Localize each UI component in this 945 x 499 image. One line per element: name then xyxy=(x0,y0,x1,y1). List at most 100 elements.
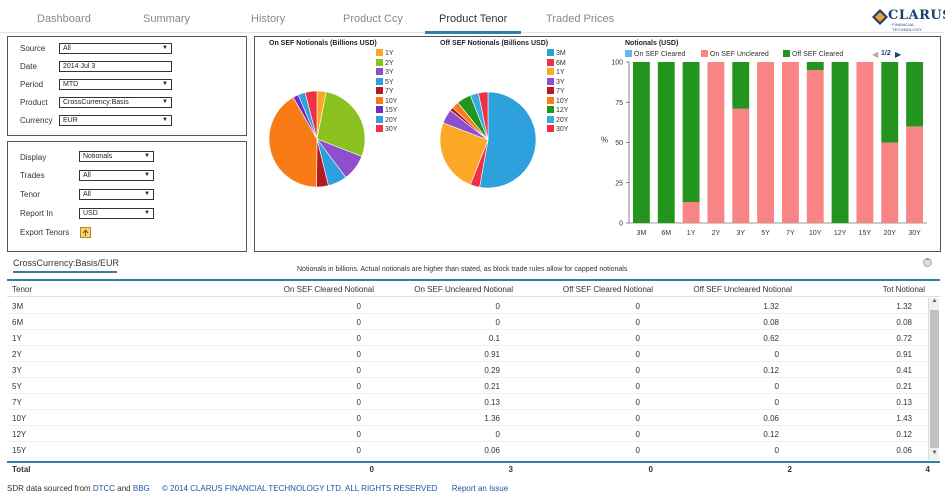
bar-1y-off-sef-cleared[interactable] xyxy=(682,62,700,203)
header-off-sef-cleared[interactable]: Off SEF Cleared Notional xyxy=(562,285,653,294)
pager-next-icon[interactable]: ▶ xyxy=(895,50,902,59)
legend-item-7y[interactable]: 7Y xyxy=(547,87,565,95)
table-scrollbar[interactable]: ▲ ▼ xyxy=(928,298,939,460)
off-sef-pie-chart xyxy=(439,91,537,189)
pie-slice-3m[interactable] xyxy=(479,91,537,189)
bar-20y-off-sef-cleared[interactable] xyxy=(881,62,899,143)
table-cell: 1.43 xyxy=(896,414,912,423)
bbg-link[interactable]: BBG xyxy=(132,484,150,493)
legend-item-1y[interactable]: 1Y xyxy=(547,68,565,76)
legend-item-5y[interactable]: 5Y xyxy=(376,77,394,86)
legend-item-7y[interactable]: 7Y xyxy=(376,87,394,95)
table-row[interactable]: 15Y 0 0.06 0 0 0.06 xyxy=(7,442,927,458)
legend-label: Off SEF Cleared xyxy=(792,51,844,58)
product-select[interactable]: CrossCurrency:Basis ▼ xyxy=(59,97,172,108)
bar-20y-on-sef-uncleared[interactable] xyxy=(881,142,899,224)
legend-swatch xyxy=(376,68,383,75)
legend-item-3y[interactable]: 3Y xyxy=(547,77,565,86)
report-in-label: Report In xyxy=(20,209,53,218)
pie-slice-1y[interactable] xyxy=(439,122,489,186)
tenor-select[interactable]: All ▼ xyxy=(79,189,154,200)
table-cell: 0 xyxy=(356,430,361,439)
legend-item-2y[interactable]: 2Y xyxy=(376,58,394,67)
legend-item-6m[interactable]: 6M xyxy=(547,58,566,67)
pager-prev-icon[interactable]: ◀ xyxy=(872,50,879,59)
report-issue-link[interactable]: Report an Issue xyxy=(451,484,509,493)
dropdown-arrow-icon: ▼ xyxy=(144,172,150,178)
bar-30y-on-sef-uncleared[interactable] xyxy=(906,126,924,223)
collapse-icon[interactable]: ⌃ xyxy=(923,258,932,267)
bar-1y-on-sef-uncleared[interactable] xyxy=(682,202,700,223)
table-row[interactable]: 3Y 0 0.29 0 0.12 0.41 xyxy=(7,362,927,378)
scroll-thumb[interactable] xyxy=(930,310,939,448)
bar-10y-on-sef-uncleared[interactable] xyxy=(806,70,824,223)
bar-legend-on-sef-cleared[interactable]: On SEF Cleared xyxy=(625,50,685,58)
dtcc-link[interactable]: DTCC xyxy=(92,484,116,493)
header-on-sef-cleared[interactable]: On SEF Cleared Notional xyxy=(283,285,374,294)
pie-slice-10y[interactable] xyxy=(268,96,318,188)
legend-item-30y[interactable]: 30Y xyxy=(376,125,397,133)
tab-product-ccy[interactable]: Product Ccy xyxy=(343,13,403,25)
period-select[interactable]: MTD ▼ xyxy=(59,79,172,90)
table-row[interactable]: 10Y 0 1.36 0 0.06 1.43 xyxy=(7,410,927,426)
currency-select[interactable]: EUR ▼ xyxy=(59,115,172,126)
product-tab[interactable]: CrossCurrency:Basis/EUR xyxy=(13,258,119,273)
bar-legend-on-sef-uncleared[interactable]: On SEF Uncleared xyxy=(701,50,769,58)
tab-traded-prices[interactable]: Traded Prices xyxy=(546,13,615,25)
export-icon[interactable] xyxy=(80,226,91,238)
table-row[interactable]: 5Y 0 0.21 0 0 0.21 xyxy=(7,378,927,394)
legend-item-1y[interactable]: 1Y xyxy=(376,49,394,57)
bar-2y-on-sef-uncleared[interactable] xyxy=(707,62,725,223)
legend-item-10y[interactable]: 10Y xyxy=(376,96,397,105)
display-select[interactable]: Notionals ▼ xyxy=(79,151,154,162)
legend-item-20y[interactable]: 20Y xyxy=(547,115,568,124)
scroll-down-icon[interactable]: ▼ xyxy=(931,450,938,456)
tab-dashboard[interactable]: Dashboard xyxy=(37,13,91,25)
table-cell: 0 xyxy=(635,398,640,407)
table-row[interactable]: 12Y 0 0 0 0.12 0.12 xyxy=(7,426,927,442)
table-row[interactable]: 2Y 0 0.91 0 0 0.91 xyxy=(7,346,927,362)
legend-item-3y[interactable]: 3Y xyxy=(376,68,394,76)
report-in-select[interactable]: USD ▼ xyxy=(79,208,154,219)
bar-12y-off-sef-cleared[interactable] xyxy=(831,62,849,223)
legend-item-3m[interactable]: 3M xyxy=(547,49,566,57)
bar-3y-off-sef-cleared[interactable] xyxy=(732,62,750,109)
bar-3y-on-sef-uncleared[interactable] xyxy=(732,108,750,223)
legend-item-12y[interactable]: 12Y xyxy=(547,106,568,114)
bar-30y-off-sef-cleared[interactable] xyxy=(906,62,924,127)
table-row[interactable]: 6M 0 0 0 0.08 0.08 xyxy=(7,314,927,330)
legend-item-20y[interactable]: 20Y xyxy=(376,115,397,124)
pie-slice-30y[interactable] xyxy=(304,90,318,140)
table-row[interactable]: 1Y 0 0.1 0 0.62 0.72 xyxy=(7,330,927,346)
tab-history[interactable]: History xyxy=(251,13,286,25)
tab-product-tenor[interactable]: Product Tenor xyxy=(425,13,522,34)
bar-3m-off-sef-cleared[interactable] xyxy=(632,62,650,223)
bar-6m-off-sef-cleared[interactable] xyxy=(657,62,675,223)
bar-15y-on-sef-uncleared[interactable] xyxy=(856,62,874,223)
pie-slice-30y[interactable] xyxy=(478,91,489,141)
date-input[interactable]: 2014 Jul 3 xyxy=(59,61,172,72)
legend-item-10y[interactable]: 10Y xyxy=(547,96,568,105)
bar-7y-on-sef-uncleared[interactable] xyxy=(781,62,799,223)
top-nav: Dashboard Summary History Product Ccy Pr… xyxy=(0,0,945,34)
trades-select[interactable]: All ▼ xyxy=(79,170,154,181)
source-select[interactable]: All ▼ xyxy=(59,43,172,54)
legend-item-30y[interactable]: 30Y xyxy=(547,125,568,133)
bar-10y-off-sef-cleared[interactable] xyxy=(806,62,824,71)
table-row[interactable]: 3M 0 0 0 1.32 1.32 xyxy=(7,298,927,314)
pie-slice-2y[interactable] xyxy=(316,91,366,157)
table-cell: 0.1 xyxy=(488,334,500,343)
copyright-link[interactable]: © 2014 CLARUS FINANCIAL TECHNOLOGY LTD. … xyxy=(162,484,438,493)
header-tenor[interactable]: Tenor xyxy=(12,285,33,294)
bar-legend-off-sef-cleared[interactable]: Off SEF Cleared xyxy=(783,50,843,58)
table-row[interactable]: 7Y 0 0.13 0 0 0.13 xyxy=(7,394,927,410)
header-on-sef-uncleared[interactable]: On SEF Uncleared Notional xyxy=(414,285,513,294)
table-cell: 0.08 xyxy=(896,318,912,327)
table-cell: 0 xyxy=(635,430,640,439)
header-tot-notional[interactable]: Tot Notional xyxy=(882,285,925,294)
header-off-sef-uncleared[interactable]: Off SEF Uncleared Notional xyxy=(693,285,792,294)
scroll-up-icon[interactable]: ▲ xyxy=(931,298,938,304)
bar-5y-on-sef-uncleared[interactable] xyxy=(757,62,775,223)
legend-item-15y[interactable]: 15Y xyxy=(376,106,397,114)
tab-summary[interactable]: Summary xyxy=(143,13,191,25)
